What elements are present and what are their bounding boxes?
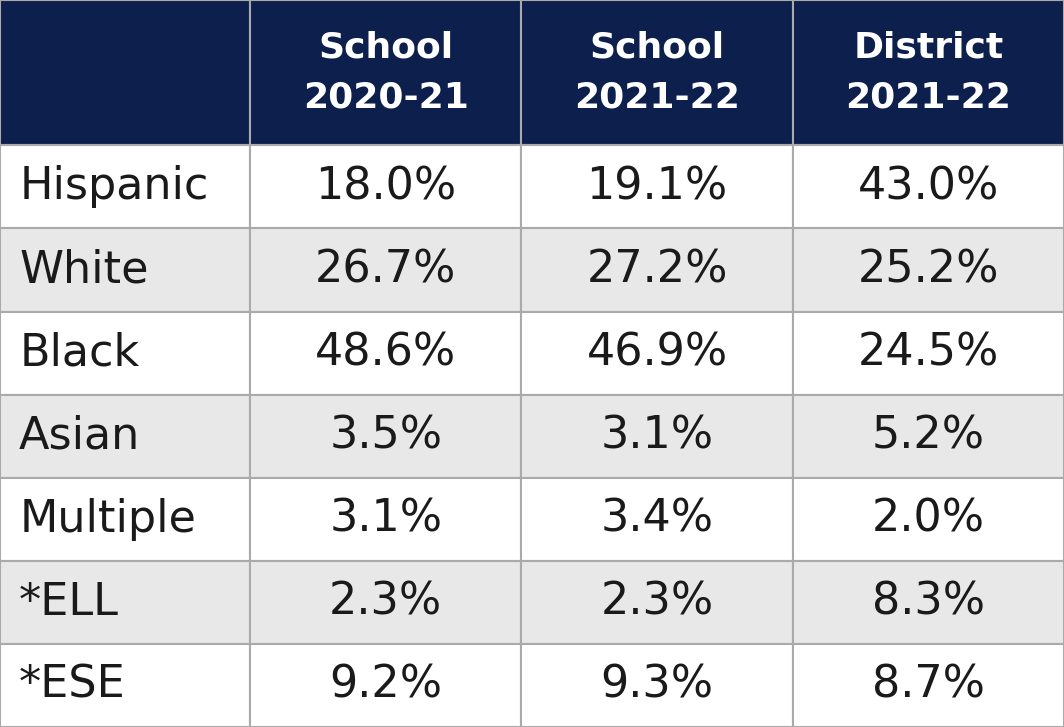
Text: 9.3%: 9.3% <box>600 664 714 707</box>
Text: 3.1%: 3.1% <box>329 498 443 541</box>
Text: 3.1%: 3.1% <box>600 414 714 458</box>
Bar <box>250 561 521 644</box>
Bar <box>793 644 1064 727</box>
Bar <box>250 228 521 312</box>
Text: 3.5%: 3.5% <box>329 414 443 458</box>
Text: 27.2%: 27.2% <box>586 249 728 292</box>
Text: White: White <box>19 249 149 292</box>
Text: 19.1%: 19.1% <box>586 166 728 209</box>
Bar <box>793 228 1064 312</box>
Text: School
2021-22: School 2021-22 <box>575 31 739 115</box>
Bar <box>0 145 250 228</box>
Text: Black: Black <box>19 332 139 374</box>
Bar <box>793 478 1064 561</box>
Bar <box>521 145 793 228</box>
Bar <box>0 228 250 312</box>
Bar <box>793 0 1064 145</box>
Bar <box>521 478 793 561</box>
Bar <box>0 644 250 727</box>
Bar <box>521 228 793 312</box>
Bar <box>0 0 250 145</box>
Text: 48.6%: 48.6% <box>315 332 456 374</box>
Bar <box>0 395 250 478</box>
Bar <box>521 395 793 478</box>
Text: 43.0%: 43.0% <box>858 166 999 209</box>
Text: 5.2%: 5.2% <box>871 414 985 458</box>
Text: School
2020-21: School 2020-21 <box>303 31 468 115</box>
Text: 9.2%: 9.2% <box>329 664 443 707</box>
Bar <box>0 478 250 561</box>
Text: 3.4%: 3.4% <box>600 498 714 541</box>
Text: *ELL: *ELL <box>19 581 119 624</box>
Bar <box>521 0 793 145</box>
Text: 2.0%: 2.0% <box>871 498 985 541</box>
Bar <box>521 312 793 395</box>
Bar <box>0 312 250 395</box>
Bar <box>250 644 521 727</box>
Text: 24.5%: 24.5% <box>858 332 999 374</box>
Bar <box>793 561 1064 644</box>
Text: 18.0%: 18.0% <box>315 166 456 209</box>
Bar <box>250 312 521 395</box>
Bar <box>0 561 250 644</box>
Text: 46.9%: 46.9% <box>586 332 728 374</box>
Bar <box>793 145 1064 228</box>
Text: Multiple: Multiple <box>19 498 196 541</box>
Text: 8.3%: 8.3% <box>871 581 985 624</box>
Text: 25.2%: 25.2% <box>858 249 999 292</box>
Bar <box>793 312 1064 395</box>
Text: Asian: Asian <box>19 414 140 458</box>
Bar <box>250 145 521 228</box>
Text: 2.3%: 2.3% <box>329 581 443 624</box>
Text: 8.7%: 8.7% <box>871 664 985 707</box>
Text: 26.7%: 26.7% <box>315 249 456 292</box>
Text: *ESE: *ESE <box>19 664 126 707</box>
Bar <box>250 395 521 478</box>
Text: 2.3%: 2.3% <box>600 581 714 624</box>
Text: Hispanic: Hispanic <box>19 166 209 209</box>
Bar <box>250 0 521 145</box>
Bar <box>521 644 793 727</box>
Bar <box>793 395 1064 478</box>
Bar <box>521 561 793 644</box>
Bar <box>250 478 521 561</box>
Text: District
2021-22: District 2021-22 <box>846 31 1011 115</box>
